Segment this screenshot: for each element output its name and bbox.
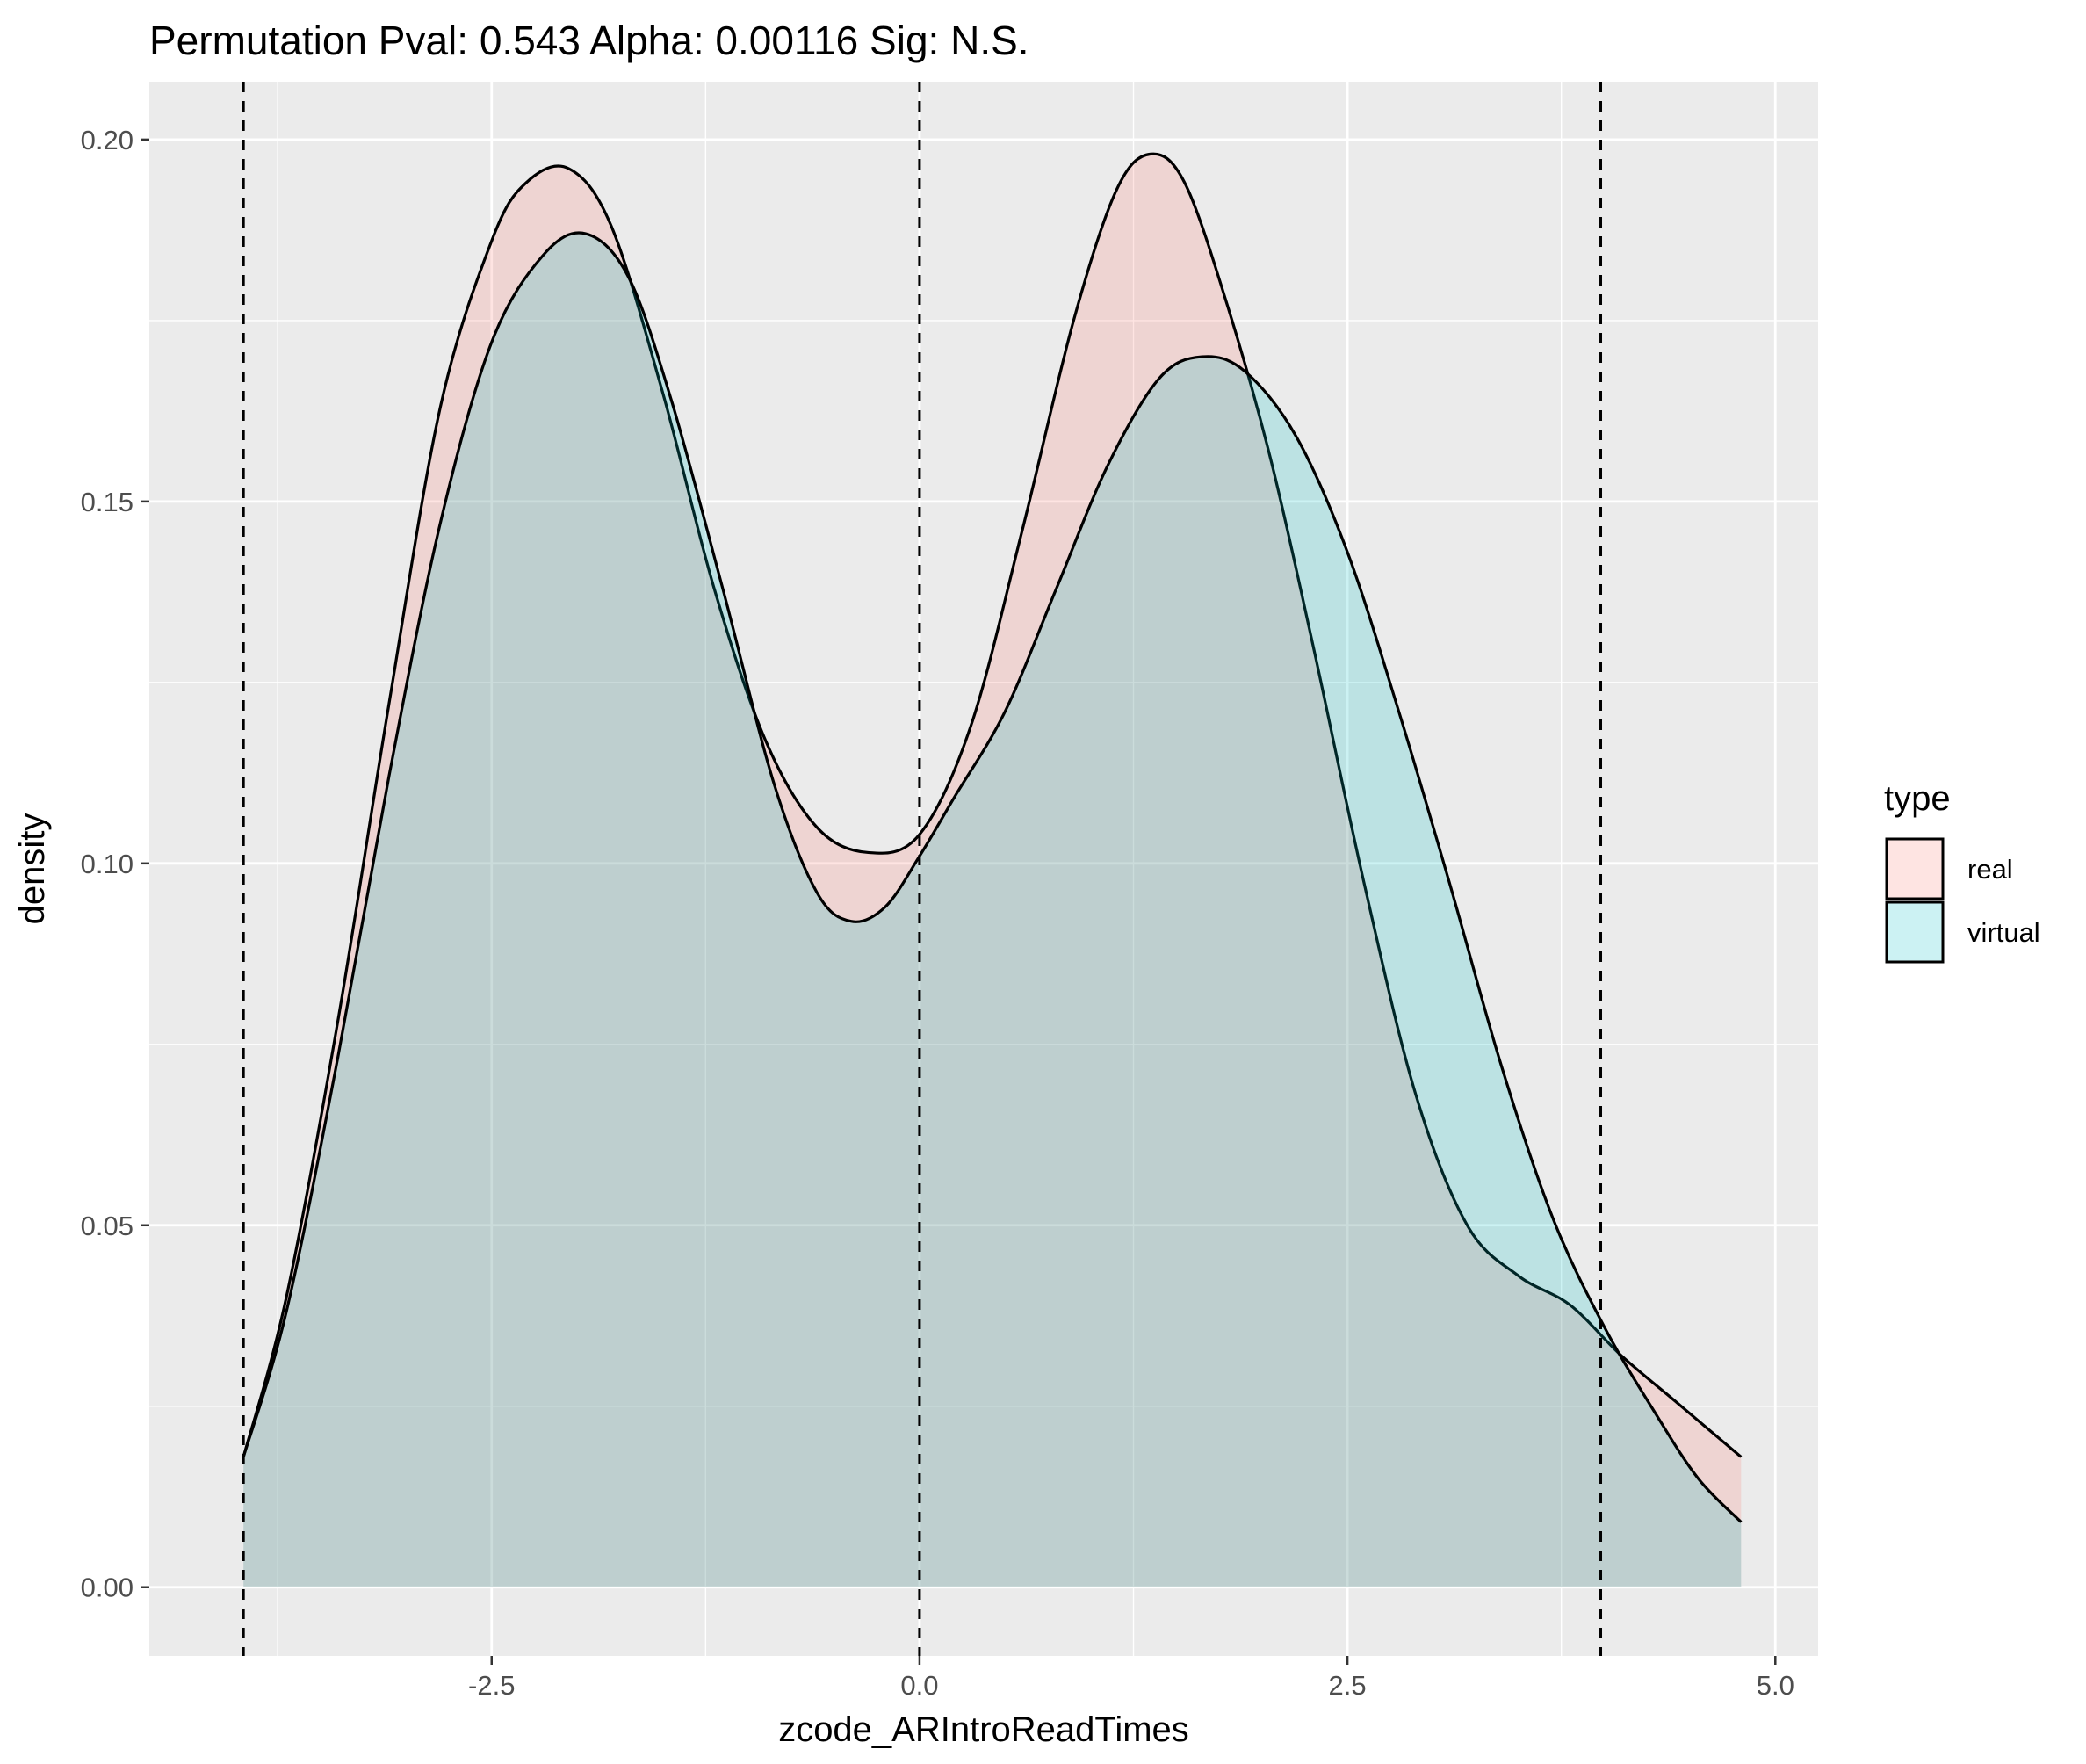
y-tick-label: 0.10: [81, 849, 134, 879]
density-area-real: [243, 154, 1742, 1587]
density-line-virtual: [242, 231, 1743, 1523]
y-axis: 0.00 0.05 0.10 0.15 0.20: [81, 125, 149, 1603]
legend-label-virtual: virtual: [1967, 917, 2040, 948]
y-axis-title: density: [13, 813, 52, 925]
x-axis-title: zcode_ARIntroReadTimes: [778, 1710, 1189, 1749]
legend-label-real: real: [1967, 854, 2013, 885]
legend-title: type: [1884, 779, 1951, 818]
x-tick-label: -2.5: [468, 1670, 515, 1701]
y-tick-label: 0.20: [81, 125, 134, 155]
x-tick-label: 2.5: [1329, 1670, 1367, 1701]
density-series: [242, 152, 1743, 1587]
y-tick-label: 0.15: [81, 487, 134, 517]
density-line-real: [242, 152, 1743, 1458]
density-area-virtual: [243, 232, 1742, 1587]
legend-key-virtual: [1885, 900, 1945, 964]
legend-key-real: [1885, 837, 1945, 900]
chart-title: Permutation Pval: 0.543 Alpha: 0.00116 S…: [149, 18, 1029, 63]
x-tick-label: 5.0: [1757, 1670, 1794, 1701]
x-axis: -2.5 0.0 2.5 5.0: [468, 1656, 1794, 1701]
y-tick-label: 0.05: [81, 1211, 134, 1241]
legend: type real virtual: [1884, 779, 2040, 964]
x-tick-label: 0.0: [900, 1670, 938, 1701]
y-tick-label: 0.00: [81, 1572, 134, 1603]
plot-panel: [149, 82, 1818, 1656]
